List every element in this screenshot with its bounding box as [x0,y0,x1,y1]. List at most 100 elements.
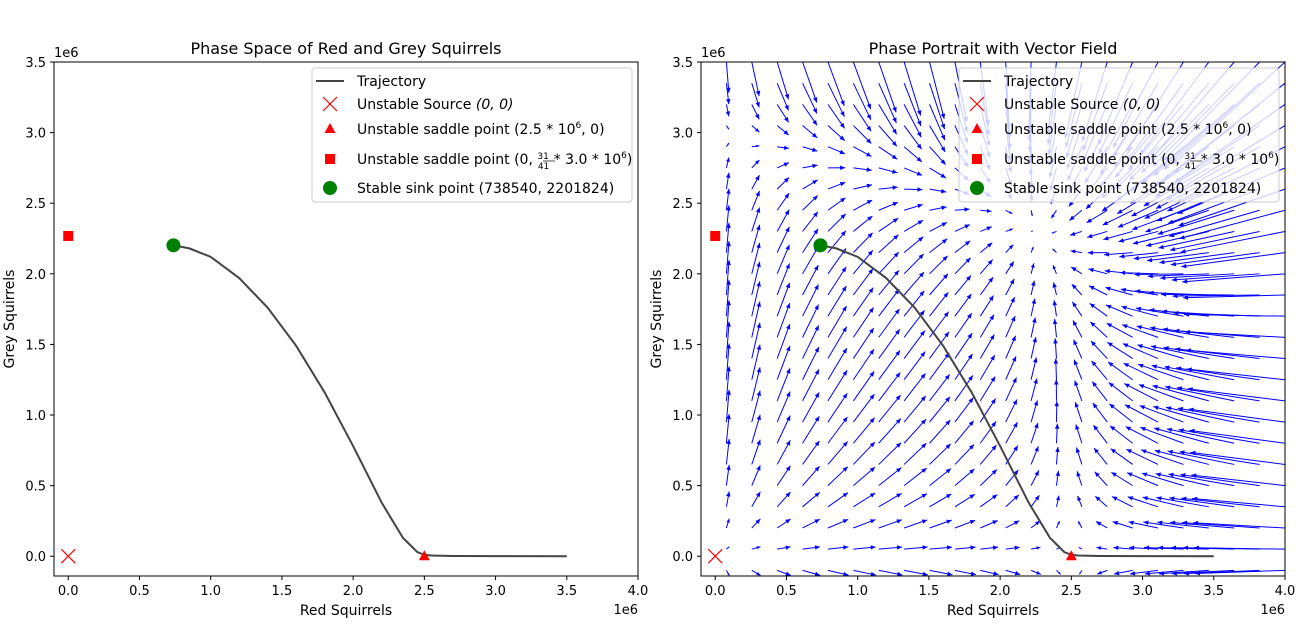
vector-arrow [1118,230,1159,243]
vector-arrowhead [1194,571,1200,576]
vector-arrow [1153,427,1209,444]
vector-arrowhead [1176,366,1182,371]
x-tick-label: 1.5 [919,584,940,599]
vector-arrowhead [814,346,819,353]
vector-arrowhead [868,307,874,313]
vector-arrowhead [940,173,946,178]
unstable-source-marker [707,548,723,564]
vector-arrow [1146,252,1209,262]
vector-arrowhead [992,545,999,550]
vector-arrowhead [969,494,975,499]
vector-arrowhead [1013,445,1018,452]
vector-arrowhead [918,254,924,260]
vector-arrow [1183,294,1285,299]
vector-arrowhead [892,185,898,190]
vector-arrowhead [1091,360,1097,367]
vector-arrowhead [785,440,791,446]
vector-arrow [701,310,702,317]
vector-arrowhead [1187,387,1193,392]
vector-arrowhead [867,216,873,221]
vector-arrowhead [920,373,926,379]
vector-arrow [852,417,875,444]
vector-arrowhead [968,375,973,381]
vector-arrowhead [1142,496,1148,501]
vector-arrow [802,325,820,359]
vector-arrow [776,323,791,359]
vector-arrowhead [697,573,700,576]
y-tick-label: 2.5 [25,197,46,212]
vector-arrowhead [1151,364,1158,369]
vector-arrowhead [1111,472,1117,477]
vector-arrowhead [812,108,817,114]
vector-arrowhead [918,272,924,278]
vector-arrowhead [1096,546,1102,551]
vector-arrowhead [786,391,791,397]
vector-arrowhead [696,365,700,370]
vector-arrow [751,344,761,380]
vector-arrow [878,62,897,113]
vector-arrowhead [922,571,928,576]
vector-arrowhead [917,120,922,127]
vector-arrowhead [896,519,902,524]
vector-arrow [878,308,900,338]
vector-arrowhead [868,287,874,294]
vector-arrowhead [696,170,700,175]
vector-arrowhead [842,416,848,423]
vector-arrowhead [756,322,762,329]
vector-arrowhead [1089,303,1096,309]
vector-arrowhead [811,147,818,152]
y-tick-label: 1.5 [25,338,46,353]
x-tick-label: 1.0 [200,584,221,599]
vector-arrow [1124,383,1159,402]
vector-arrowhead [946,519,952,524]
vector-arrowhead [756,261,761,268]
vector-arrow [1108,382,1133,402]
vector-arrowhead [870,571,876,576]
vector-arrowhead [991,469,997,475]
vector-arrow [776,244,790,275]
vector-arrow [776,263,790,296]
vector-arrowhead [1072,301,1078,308]
x-tick-label: 0.5 [129,584,150,599]
x-tick-label: 3.5 [1203,584,1224,599]
vector-arrowhead [969,469,975,474]
y-tick-label: 3.0 [672,127,693,142]
vector-arrowhead [1191,473,1197,478]
vector-arrow [1186,368,1285,381]
vector-arrowhead [1149,308,1155,313]
vector-arrow [751,62,760,97]
x-offset-text: 1e6 [613,603,638,618]
vector-arrowhead [892,128,897,135]
vector-arrowhead [1159,259,1165,265]
vector-arrowhead [1144,571,1151,576]
vector-arrowhead [896,467,902,473]
vector-arrow [1154,450,1209,465]
vector-arrow [751,301,761,338]
vector-arrowhead [921,419,927,425]
vector-arrowhead [987,259,993,265]
vector-arrowhead [991,421,997,427]
vector-arrow [802,415,820,444]
vector-arrowhead [1158,571,1164,576]
vector-arrow [751,281,761,317]
vector-arrowhead [1033,400,1039,406]
vector-arrowhead [895,329,900,335]
vector-arrowhead [866,114,871,120]
vector-arrowhead [920,330,925,336]
vector-arrowhead [1069,215,1075,221]
vector-arrowhead [696,203,700,208]
vector-arrowhead [696,221,700,226]
vector-arrowhead [945,419,951,426]
vector-arrowhead [1141,472,1148,477]
vector-arrow [1163,346,1235,360]
vector-arrowhead [990,355,995,361]
legend-source-swatch [969,96,985,112]
vector-arrowhead [916,131,922,138]
vector-arrowhead [1110,448,1117,454]
vector-arrow [802,392,820,423]
vector-arrowhead [1072,320,1078,326]
vector-arrowhead [970,545,976,550]
vector-arrow [852,349,875,381]
vector-arrowhead [895,418,901,424]
